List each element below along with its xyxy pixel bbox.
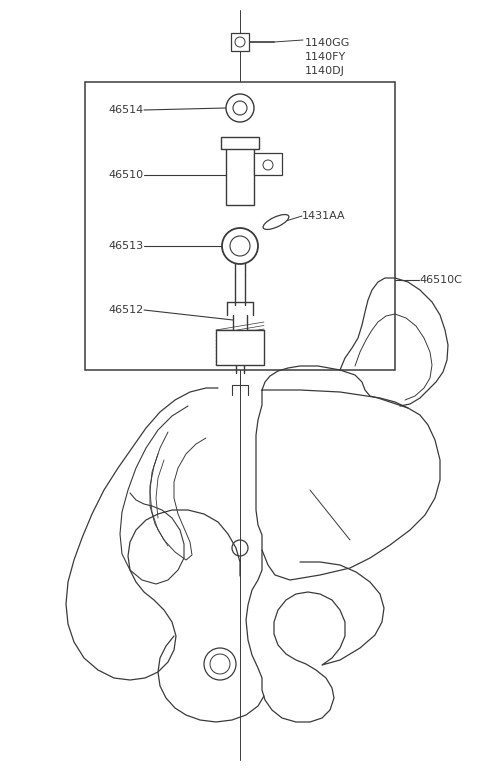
Text: 46510C: 46510C (419, 275, 462, 285)
Circle shape (226, 94, 254, 122)
Bar (231, 33, 249, 51)
Bar (221, 137, 259, 149)
Ellipse shape (263, 215, 289, 230)
Text: 46512: 46512 (109, 305, 144, 315)
Text: 46514: 46514 (109, 105, 144, 115)
Bar (254, 153, 282, 175)
Circle shape (222, 228, 258, 264)
Text: 1431AA: 1431AA (302, 211, 346, 221)
Bar (216, 330, 264, 365)
Bar (85, 82, 395, 370)
Text: 46510: 46510 (109, 170, 144, 180)
Text: 46513: 46513 (109, 241, 144, 251)
Bar (226, 145, 254, 205)
Text: 1140GG
1140FY
1140DJ: 1140GG 1140FY 1140DJ (305, 38, 350, 76)
